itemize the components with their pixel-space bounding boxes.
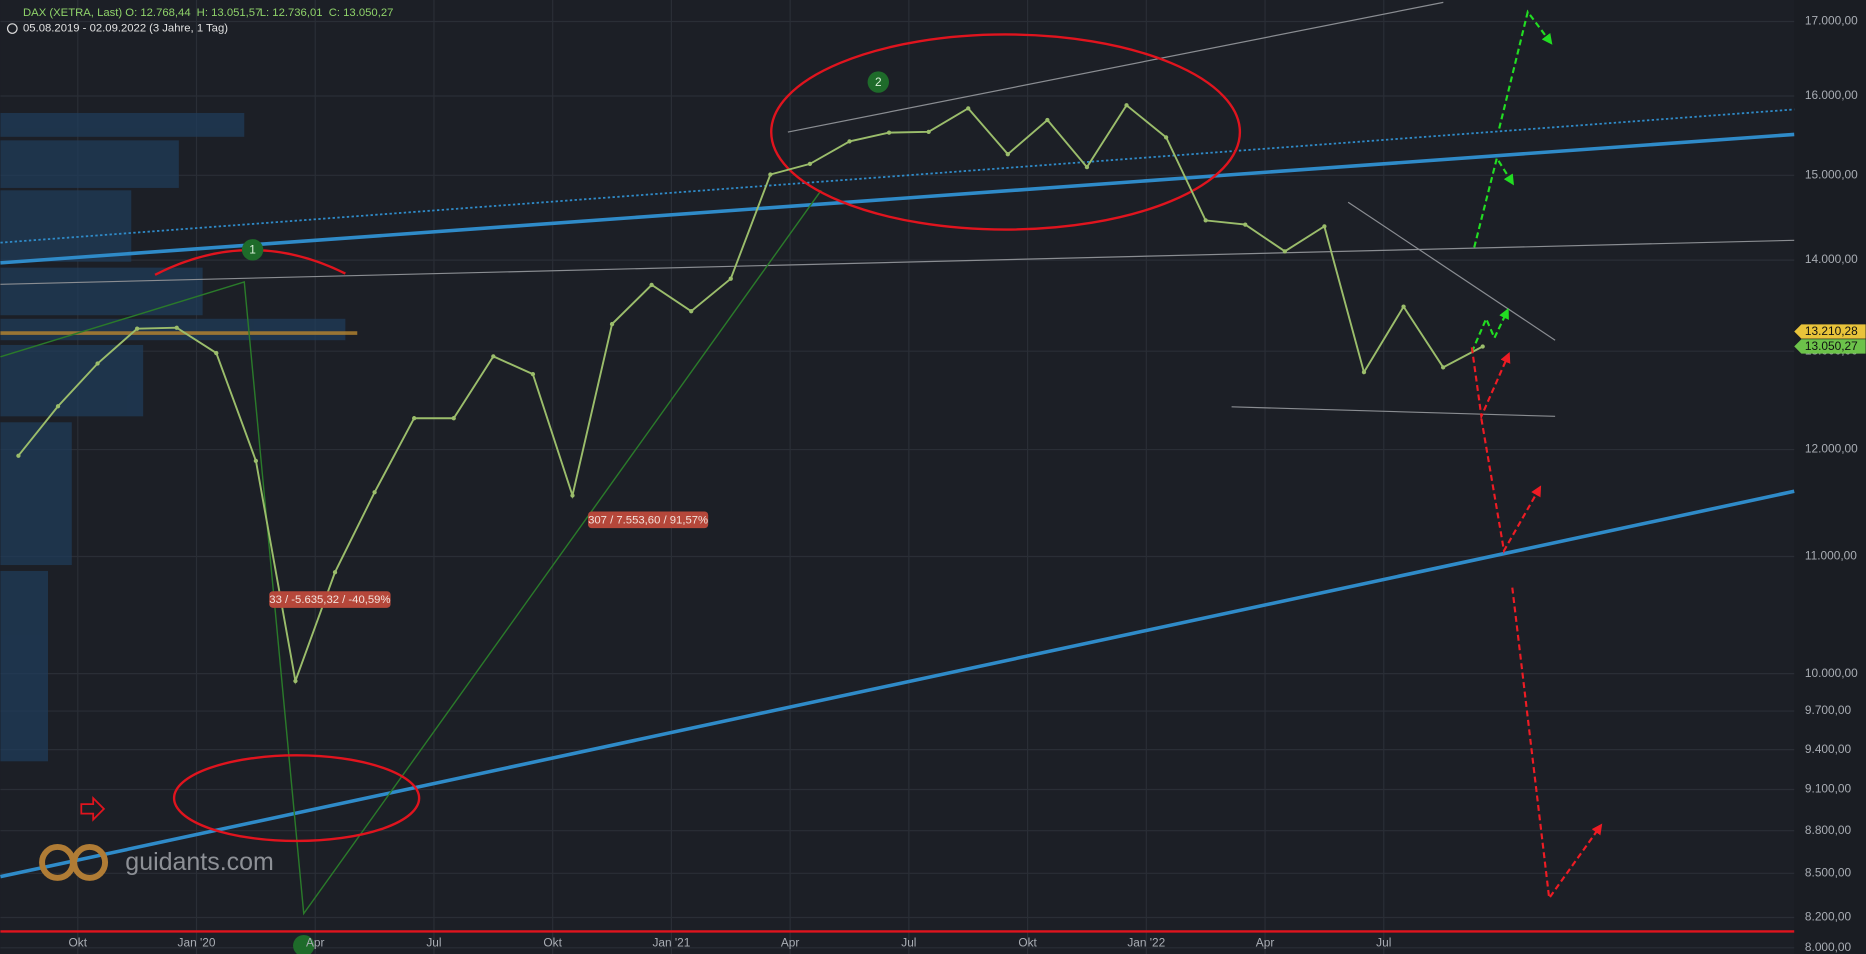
svg-text:L: 12.736,01: L: 12.736,01 [260,7,323,19]
y-tick-label: 8.200,00 [1805,910,1852,924]
y-tick-label: 9.100,00 [1805,782,1852,796]
price-point [1005,152,1010,157]
axis: 8.000,00 8.200,00 8.500,00 8.800,00 9.100,00… [69,14,1866,954]
y-tick-label: 8.000,00 [1805,940,1852,954]
svg-text:C: 13.050,27: C: 13.050,27 [329,7,394,19]
watermark: guidants.com [39,843,274,881]
price-point [1401,304,1406,309]
price-point [491,354,496,359]
x-tick-label: Okt [69,935,88,949]
price-point [689,309,694,314]
price-point [728,276,733,281]
price-point [807,161,813,167]
price-point [570,493,575,498]
y-tick-label: 11.000,00 [1805,549,1857,563]
plot [16,103,1485,685]
price-point [174,325,179,330]
price-line [17,103,1484,685]
x-tick-label: Apr [1256,935,1275,949]
y-tick-label: 10.000,00 [1805,666,1858,680]
price-point [768,172,773,177]
x-tick-label: Jan '20 [178,935,216,949]
price-tag-label: 13.210,28 [1805,324,1858,338]
price-point [451,416,456,421]
price-point [1282,249,1287,254]
y-tick-label: 15.000,00 [1805,167,1858,181]
svg-text:2: 2 [875,75,882,89]
price-point [1440,365,1446,370]
svg-text:05.08.2019 - 02.09.2022: 05.08.2019 - 02.09.2022 [23,23,146,35]
y-tick-label: 9.700,00 [1805,703,1852,717]
price-point [886,130,892,135]
price-tag-label: 13.050,27 [1805,339,1858,353]
arrow-icon [80,796,106,822]
price-point [1084,165,1090,170]
price-point [609,321,615,327]
price-point [412,416,417,421]
price-point [1124,103,1129,108]
svg-text:307 / 7.553,60 / 91,57%: 307 / 7.553,60 / 91,57% [588,514,708,526]
x-tick-label: Jul [901,935,916,949]
price-point [530,371,536,377]
svg-text:DAX (XETRA, Last): DAX (XETRA, Last) [23,7,122,19]
y-tick-label: 8.500,00 [1805,865,1852,879]
x-tick-label: Jan '22 [1127,935,1165,949]
price-point [1045,117,1050,123]
svg-text:H: 13.051,57: H: 13.051,57 [197,7,262,19]
y-tick-label: 14.000,00 [1805,252,1858,266]
price-tag [1794,339,1866,354]
x-tick-label: Apr [781,935,800,949]
price-tag [1794,324,1866,339]
y-tick-label: 16.000,00 [1805,88,1858,102]
price-point [1361,370,1367,375]
price-point [926,129,931,134]
price-point [253,458,259,464]
highlights [154,33,1242,843]
x-tick-label: Jan '21 [652,935,690,949]
svg-text:guidants.com: guidants.com [125,848,274,876]
price-point [1163,135,1169,140]
price-point [649,282,654,288]
price-point [95,361,100,366]
x-tick-label: Jul [426,935,441,949]
y-tick-label: 9.400,00 [1805,742,1852,756]
projections [1470,9,1603,901]
annotation: 33 / -5.635,32 / -40,59% 307 / 7.553,60 … [241,71,889,954]
price-point [966,106,971,111]
price-point [55,404,61,409]
price-point [293,678,298,684]
svg-text:O: 12.768,44: O: 12.768,44 [125,7,190,19]
price-point [135,326,140,331]
svg-text:1: 1 [249,243,256,257]
axis-panel [1794,0,1866,954]
y-tick-label: 12.000,00 [1805,442,1858,456]
price-point [1322,224,1327,229]
price-point [1243,222,1248,227]
header: DAX (XETRA, Last) O: 12.768,44 H: 13.051… [6,7,394,35]
price-point [214,350,219,356]
x-tick-label: Okt [1018,935,1037,949]
y-tick-label: 8.800,00 [1805,823,1852,837]
svg-text:33 / -5.635,32 / -40,59%: 33 / -5.635,32 / -40,59% [269,594,390,606]
x-tick-label: Okt [543,935,562,949]
price-point [16,453,21,458]
price-point [332,570,338,575]
svg-text:(3 Jahre, 1 Tag): (3 Jahre, 1 Tag) [149,23,228,35]
x-tick-label: Apr [306,935,325,949]
price-point [1480,344,1485,349]
price-point [1203,218,1208,223]
y-tick-label: 17.000,00 [1805,14,1858,28]
price-point [847,139,852,144]
x-tick-label: Jul [1376,935,1391,949]
price-point [372,490,377,495]
